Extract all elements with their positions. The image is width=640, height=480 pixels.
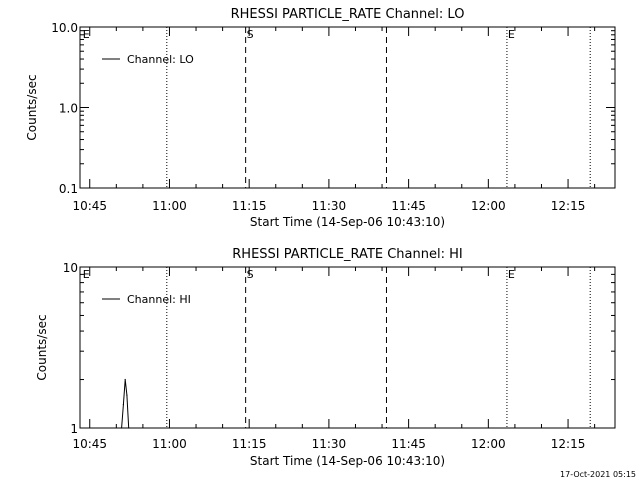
panel-2-data-point bbox=[128, 427, 130, 429]
panel-1-x-tick-label: 12:00 bbox=[471, 199, 506, 213]
panel-1-x-tick-label: 11:30 bbox=[312, 199, 347, 213]
panel-2-series-line bbox=[121, 379, 130, 429]
panel-2-plot-frame bbox=[79, 266, 616, 429]
panel-2-x-tick-label: 12:00 bbox=[471, 437, 506, 451]
panel-2-data-point bbox=[126, 394, 128, 396]
panel-2-event-marker-label: S bbox=[247, 268, 254, 281]
panel-2-y-tick-label: 10 bbox=[63, 261, 78, 275]
panel-2-legend-entry: Channel: HI bbox=[127, 293, 191, 306]
panel-2-x-tick-label: 11:30 bbox=[312, 437, 347, 451]
panel-2-event-marker-label: E bbox=[508, 268, 515, 281]
panel-1-x-tick-label: 11:45 bbox=[391, 199, 426, 213]
panel-2-y-axis-label: Counts/sec bbox=[35, 314, 49, 380]
panel-1-event-marker-label: E bbox=[508, 28, 515, 41]
panel-2-y-tick-label: 1 bbox=[70, 422, 78, 436]
panel-1-y-axis-label: Counts/sec bbox=[25, 74, 39, 140]
panel-2-title: RHESSI PARTICLE_RATE Channel: HI bbox=[232, 247, 462, 262]
panel-1-x-tick-label: 11:00 bbox=[152, 199, 187, 213]
panel-1-y-tick-label: 10.0 bbox=[51, 21, 78, 35]
panel-1-y-tick-label: 1.0 bbox=[59, 102, 78, 116]
panel-1-x-tick-label: 11:15 bbox=[232, 199, 267, 213]
panel-1-x-tick-label: 12:15 bbox=[551, 199, 586, 213]
panel-1-y-tick-label: 0.1 bbox=[59, 182, 78, 196]
panel-1-x-tick-label: 10:45 bbox=[72, 199, 107, 213]
generation-timestamp: 17-Oct-2021 05:15 bbox=[560, 470, 636, 479]
panel-1-plot-frame bbox=[79, 26, 616, 189]
panel-2-x-tick-label: 11:15 bbox=[232, 437, 267, 451]
panel-2-x-axis-label: Start Time (14-Sep-06 10:43:10) bbox=[250, 454, 445, 468]
panel-2-data-point bbox=[122, 403, 125, 406]
panel-1-legend-entry: Channel: LO bbox=[127, 53, 194, 66]
panel-1-title: RHESSI PARTICLE_RATE Channel: LO bbox=[231, 7, 465, 22]
panel-2-x-tick-label: 11:00 bbox=[152, 437, 187, 451]
panel-2-x-tick-label: 12:15 bbox=[551, 437, 586, 451]
panel-2-x-tick-label: 11:45 bbox=[391, 437, 426, 451]
panel-1-event-marker-label: S bbox=[247, 28, 254, 41]
panel-1-event-marker-label: E bbox=[83, 28, 90, 41]
panel-2-data-point bbox=[124, 378, 126, 381]
panel-2-x-tick-label: 10:45 bbox=[72, 437, 107, 451]
panel-2-event-marker-label: E bbox=[83, 268, 90, 281]
panel-1-x-axis-label: Start Time (14-Sep-06 10:43:10) bbox=[250, 215, 445, 229]
panel-2-data-point bbox=[121, 427, 123, 429]
